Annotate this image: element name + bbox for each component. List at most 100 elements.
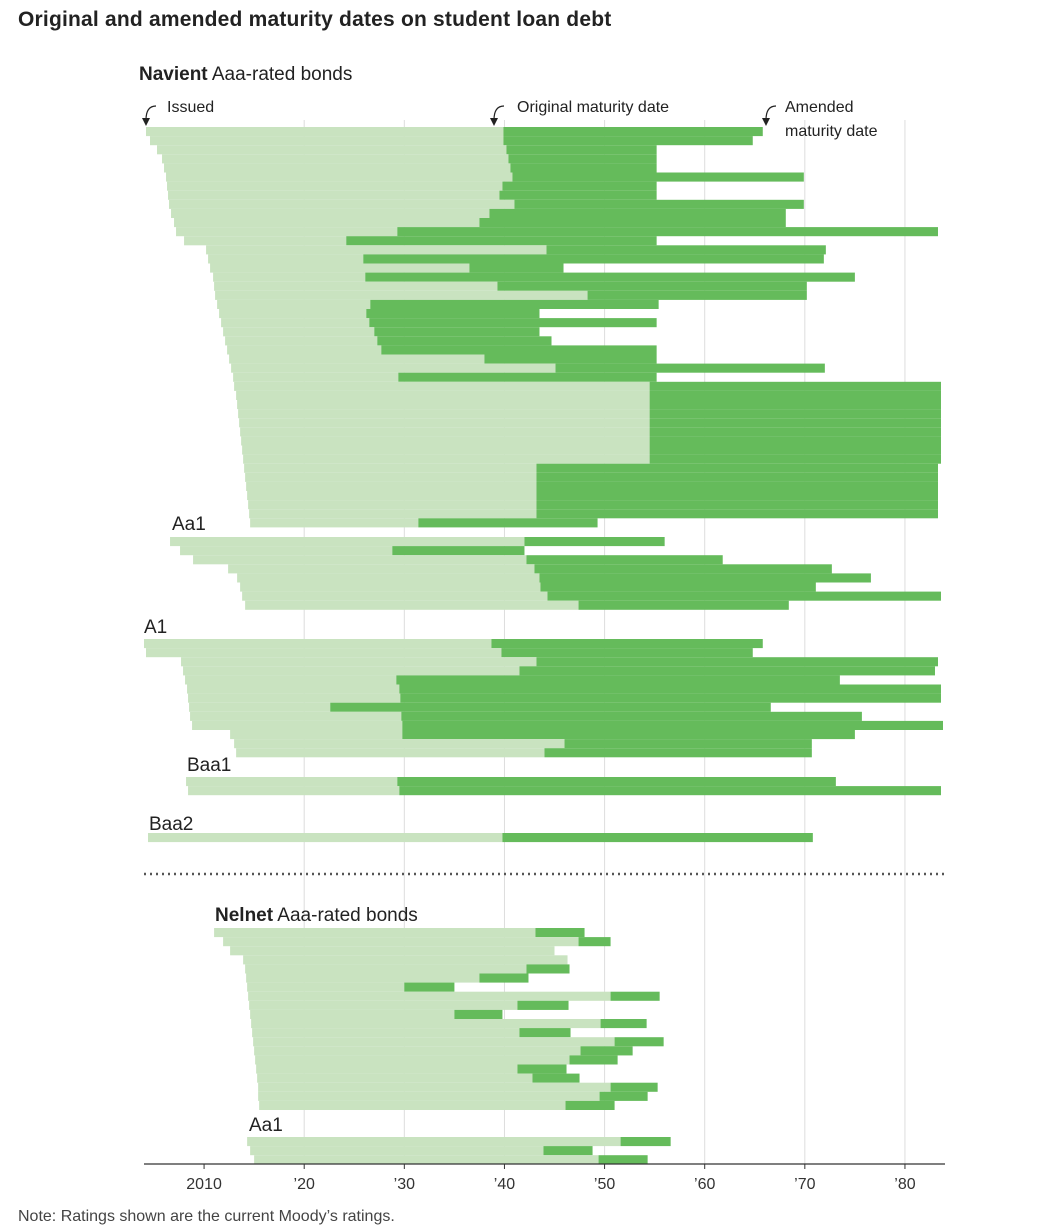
bar-original-to-amended xyxy=(547,591,941,601)
bar-original-to-amended xyxy=(649,390,941,400)
bar-issued-to-original xyxy=(242,591,548,601)
x-tick-label: ’50 xyxy=(594,1176,615,1193)
bar-original-to-amended xyxy=(517,1000,569,1010)
bar-issued-to-original xyxy=(234,381,650,391)
x-tick-label: 2010 xyxy=(186,1176,222,1193)
bar-issued-to-original xyxy=(228,564,535,574)
bar-original-to-amended xyxy=(365,272,855,282)
bar-issued-to-original xyxy=(171,208,490,218)
chart-title: Original and amended maturity dates on s… xyxy=(18,8,612,31)
bar-original-to-amended xyxy=(401,711,862,721)
bar-original-to-amended xyxy=(402,720,943,730)
bar-original-to-amended xyxy=(369,318,657,328)
bar-issued-to-original xyxy=(181,657,537,667)
x-tick-label: ’20 xyxy=(294,1176,315,1193)
bar-original-to-amended xyxy=(374,327,540,337)
bar-original-to-amended xyxy=(555,363,825,373)
bar-issued-to-original xyxy=(219,309,367,319)
bar-issued-to-original xyxy=(258,1082,611,1092)
bar-original-to-amended xyxy=(501,648,753,658)
annotation-amended-maturity: Amended maturity date xyxy=(785,99,878,140)
bar-issued-to-original xyxy=(255,1055,618,1065)
bar-issued-to-original xyxy=(213,272,366,282)
bar-issued-to-original xyxy=(186,777,398,787)
bar-original-to-amended xyxy=(363,254,824,264)
x-tick-label: ’40 xyxy=(494,1176,515,1193)
bar-original-to-amended xyxy=(580,1046,633,1056)
bar-original-to-amended xyxy=(503,127,763,137)
bar-original-to-amended xyxy=(610,991,660,1001)
bar-issued-to-original xyxy=(246,973,480,983)
bar-original-to-amended xyxy=(346,236,657,246)
group-label: Navient Aaa-rated bonds xyxy=(139,64,352,85)
bar-original-to-amended xyxy=(532,1073,580,1083)
annotation-original-maturity: Original maturity date xyxy=(517,99,669,116)
bar-issued-to-original xyxy=(248,991,611,1001)
bar-issued-to-original xyxy=(244,463,537,473)
bar-original-to-amended xyxy=(454,1009,503,1019)
bar-original-to-amended xyxy=(598,1155,648,1165)
bar-original-to-amended xyxy=(546,245,826,255)
bar-original-to-amended xyxy=(544,748,812,758)
original-arrow xyxy=(493,105,505,121)
bar-issued-to-original xyxy=(225,336,378,346)
bar-issued-to-original xyxy=(146,648,502,658)
bar-issued-to-original xyxy=(188,693,401,703)
bar-original-to-amended xyxy=(489,208,786,218)
bar-original-to-amended xyxy=(526,964,570,974)
bar-original-to-amended xyxy=(402,730,855,740)
bar-original-to-amended xyxy=(578,937,611,947)
bar-original-to-amended xyxy=(519,666,935,676)
bar-issued-to-original xyxy=(237,573,540,583)
bar-issued-to-original xyxy=(210,263,470,273)
bar-issued-to-original xyxy=(223,327,375,337)
bar-original-to-amended xyxy=(614,1037,664,1047)
bar-original-to-amended xyxy=(381,345,657,355)
x-tick-label: ’70 xyxy=(794,1176,815,1193)
bar-original-to-amended xyxy=(377,336,552,346)
bar-original-to-amended xyxy=(370,299,659,309)
bar-issued-to-original xyxy=(164,163,511,173)
bar-issued-to-original xyxy=(167,181,503,191)
bar-original-to-amended xyxy=(418,518,598,528)
bar-issued-to-original xyxy=(248,500,537,510)
bar-original-to-amended xyxy=(524,537,665,547)
bar-issued-to-original xyxy=(229,354,485,364)
bar-issued-to-original xyxy=(238,409,650,419)
bar-issued-to-original xyxy=(231,363,556,373)
bar-original-to-amended xyxy=(396,675,840,685)
bar-original-to-amended xyxy=(397,227,938,237)
bar-original-to-amended xyxy=(649,400,941,410)
bar-original-to-amended xyxy=(499,190,657,200)
bar-issued-to-original xyxy=(250,1146,544,1156)
bar-original-to-amended xyxy=(564,739,812,749)
bar-original-to-amended xyxy=(649,418,941,428)
bar-issued-to-original xyxy=(176,227,398,237)
bar-original-to-amended xyxy=(535,928,585,938)
group-label: Baa2 xyxy=(149,814,193,835)
bar-issued-to-original xyxy=(206,245,547,255)
bar-issued-to-original xyxy=(240,427,650,437)
bar-issued-to-original xyxy=(233,372,399,382)
bar-original-to-amended xyxy=(398,372,657,382)
bar-issued-to-original xyxy=(246,481,537,491)
original-arrowhead xyxy=(490,118,498,126)
bar-issued-to-original xyxy=(230,946,555,956)
bar-issued-to-original xyxy=(252,1028,571,1038)
bar-original-to-amended xyxy=(543,1146,593,1156)
bar-issued-to-original xyxy=(215,290,588,300)
bar-original-to-amended xyxy=(536,491,938,501)
bar-original-to-amended xyxy=(330,702,771,712)
bar-issued-to-original xyxy=(245,964,527,974)
bar-issued-to-original xyxy=(150,136,504,146)
bar-original-to-amended xyxy=(587,290,807,300)
bar-original-to-amended xyxy=(399,786,941,796)
bar-issued-to-original xyxy=(185,675,397,685)
bar-issued-to-original xyxy=(247,1137,621,1147)
bar-issued-to-original xyxy=(157,145,507,155)
bar-issued-to-original xyxy=(174,218,480,228)
bar-issued-to-original xyxy=(192,720,403,730)
bar-original-to-amended xyxy=(539,573,871,583)
group-label: Nelnet Aaa-rated bonds xyxy=(215,905,418,926)
